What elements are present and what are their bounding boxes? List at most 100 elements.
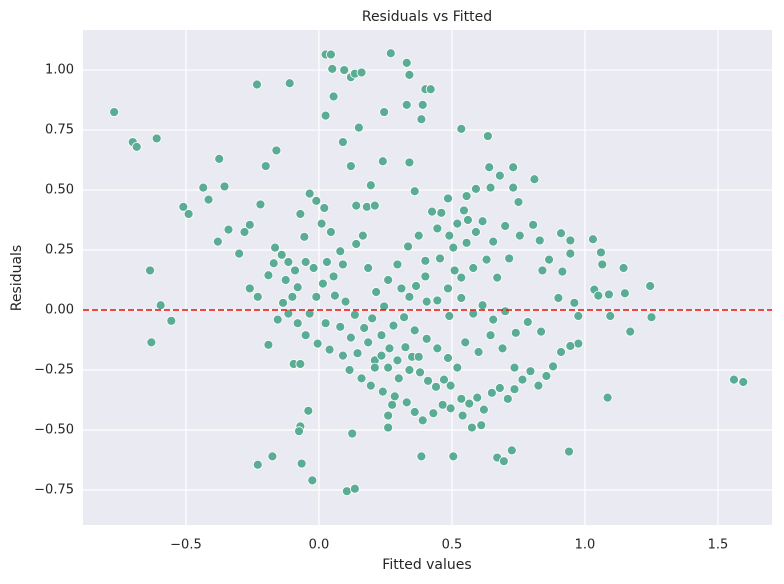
point <box>445 403 456 414</box>
point <box>618 263 629 273</box>
point <box>287 291 298 302</box>
point <box>299 231 310 242</box>
point <box>525 366 536 377</box>
point <box>461 191 472 201</box>
point <box>304 188 315 199</box>
point <box>183 209 194 219</box>
point <box>425 84 436 95</box>
point <box>340 296 351 307</box>
point <box>409 407 420 417</box>
point <box>393 373 404 384</box>
point <box>304 308 315 319</box>
point <box>326 227 336 237</box>
point <box>349 483 360 494</box>
point <box>517 374 528 385</box>
point <box>178 201 189 212</box>
point <box>404 157 415 168</box>
point <box>411 281 421 291</box>
point <box>295 359 306 369</box>
point <box>326 49 336 60</box>
point <box>534 235 545 246</box>
point <box>300 330 311 341</box>
point <box>564 446 574 457</box>
point <box>449 265 460 276</box>
point <box>335 246 346 257</box>
point <box>467 422 477 433</box>
point <box>431 381 441 392</box>
point <box>276 249 287 260</box>
point <box>271 145 282 156</box>
point <box>415 367 425 378</box>
point <box>481 254 492 265</box>
point <box>351 200 362 211</box>
point <box>311 195 322 206</box>
x-axis-label: Fitted values <box>382 557 471 573</box>
point <box>625 326 636 337</box>
point <box>456 393 467 404</box>
point <box>353 122 364 133</box>
point <box>400 342 411 353</box>
x-tick-label: 1.5 <box>708 538 729 553</box>
point <box>463 215 473 225</box>
point <box>456 123 467 134</box>
point <box>448 242 459 253</box>
point <box>292 282 303 293</box>
point <box>312 338 323 349</box>
point <box>444 230 455 241</box>
point <box>389 391 400 402</box>
point <box>255 199 266 210</box>
point <box>472 392 483 403</box>
point <box>553 293 564 303</box>
point <box>457 410 468 421</box>
point <box>347 428 358 439</box>
point <box>435 253 445 264</box>
point <box>234 248 245 259</box>
point <box>541 371 552 381</box>
point <box>244 283 255 294</box>
point <box>421 333 432 344</box>
point <box>379 301 390 312</box>
point <box>597 259 608 270</box>
point <box>477 300 488 311</box>
point <box>488 236 499 247</box>
point <box>556 347 566 357</box>
x-tick-label: 0.5 <box>442 538 463 553</box>
point <box>379 107 390 117</box>
point <box>436 207 447 218</box>
point <box>365 380 376 391</box>
point <box>468 263 479 273</box>
point <box>328 271 339 282</box>
point <box>588 234 598 245</box>
point <box>423 375 433 386</box>
point <box>252 459 263 470</box>
point <box>392 355 403 366</box>
point <box>459 205 469 216</box>
point <box>565 248 576 259</box>
point <box>452 218 463 229</box>
point <box>485 330 496 341</box>
point <box>509 362 520 373</box>
point <box>439 374 449 385</box>
point <box>409 325 420 336</box>
point <box>345 161 356 171</box>
point <box>485 182 496 193</box>
point <box>324 344 335 355</box>
point <box>502 393 513 404</box>
point <box>569 297 580 308</box>
point <box>556 228 566 239</box>
point <box>484 162 495 173</box>
point <box>573 311 584 321</box>
point <box>335 321 346 332</box>
point <box>383 410 394 421</box>
point <box>383 362 394 373</box>
point <box>361 201 372 212</box>
point <box>109 107 120 117</box>
point <box>508 182 519 193</box>
point <box>283 308 294 319</box>
point <box>263 339 274 350</box>
point <box>330 290 340 301</box>
point <box>300 257 311 267</box>
point <box>356 67 367 78</box>
point <box>357 230 368 241</box>
